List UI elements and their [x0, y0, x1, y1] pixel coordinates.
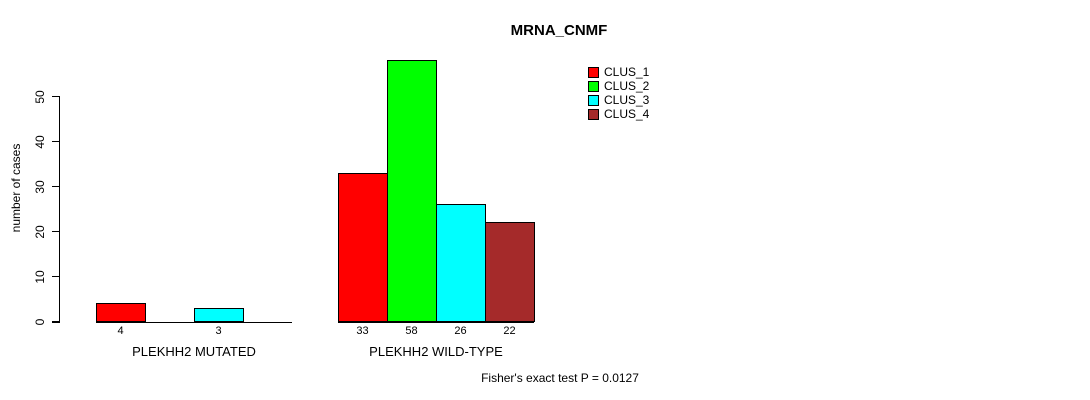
legend-label: CLUS_3 — [604, 93, 650, 107]
legend-item-clus_4: CLUS_4 — [588, 107, 649, 121]
fisher-test-annotation: Fisher's exact test P = 0.0127 — [481, 371, 639, 385]
bar-value-label: 3 — [215, 325, 222, 337]
bar-value-label: 22 — [503, 325, 516, 337]
bar-value-label: 26 — [454, 325, 467, 337]
y-axis-tick — [51, 321, 59, 323]
bar-clus_4 — [485, 222, 535, 323]
legend-item-clus_3: CLUS_3 — [588, 93, 649, 107]
y-axis-tick-label: 50 — [33, 89, 47, 104]
bar-clus_1 — [338, 172, 388, 323]
legend-label: CLUS_4 — [604, 107, 650, 121]
y-axis-tick-label: 30 — [33, 180, 47, 194]
legend-label: CLUS_1 — [604, 65, 650, 79]
legend-swatch-icon — [588, 108, 599, 120]
y-axis-tick — [51, 230, 59, 233]
legend-swatch-icon — [588, 66, 599, 78]
legend: CLUS_1 CLUS_2 CLUS_3 CLUS_4 — [588, 65, 649, 121]
y-axis-tick-label: 40 — [33, 134, 47, 149]
legend-swatch-icon — [588, 80, 599, 92]
chart-title: MRNA_CNMF — [510, 22, 608, 39]
bar-clus_1 — [96, 303, 146, 323]
y-axis-tick — [51, 95, 59, 97]
bar-value-label: 33 — [356, 325, 369, 337]
y-axis-line — [58, 96, 60, 323]
y-axis-label: number of cases — [9, 143, 23, 233]
y-axis-tick-label: 0 — [33, 318, 47, 326]
bar-clus_3 — [194, 307, 244, 323]
y-axis-tick-label: 20 — [33, 225, 47, 239]
bar-value-label: 58 — [405, 325, 418, 337]
bar-clus_2 — [387, 59, 437, 323]
legend-swatch-icon — [588, 94, 599, 106]
bar-value-label: 4 — [117, 325, 124, 337]
y-axis-tick — [51, 275, 59, 278]
y-axis-tick-label: 10 — [33, 270, 47, 284]
legend-label: CLUS_2 — [604, 79, 650, 93]
y-axis-tick — [51, 140, 59, 143]
group-label: PLEKHH2 WILD-TYPE — [369, 344, 503, 359]
y-axis-tick — [51, 185, 59, 188]
bar-clus_3 — [436, 204, 486, 323]
group-label: PLEKHH2 MUTATED — [132, 344, 256, 359]
legend-item-clus_2: CLUS_2 — [588, 79, 649, 93]
legend-item-clus_1: CLUS_1 — [588, 65, 649, 79]
